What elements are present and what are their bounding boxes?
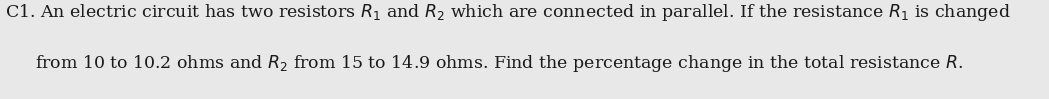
Text: C1. An electric circuit has two resistors $R_1$ and $R_2$ which are connected in: C1. An electric circuit has two resistor… (5, 2, 1011, 23)
Text: from 10 to 10.2 ohms and $R_2$ from 15 to 14.9 ohms. Find the percentage change : from 10 to 10.2 ohms and $R_2$ from 15 t… (35, 53, 963, 74)
